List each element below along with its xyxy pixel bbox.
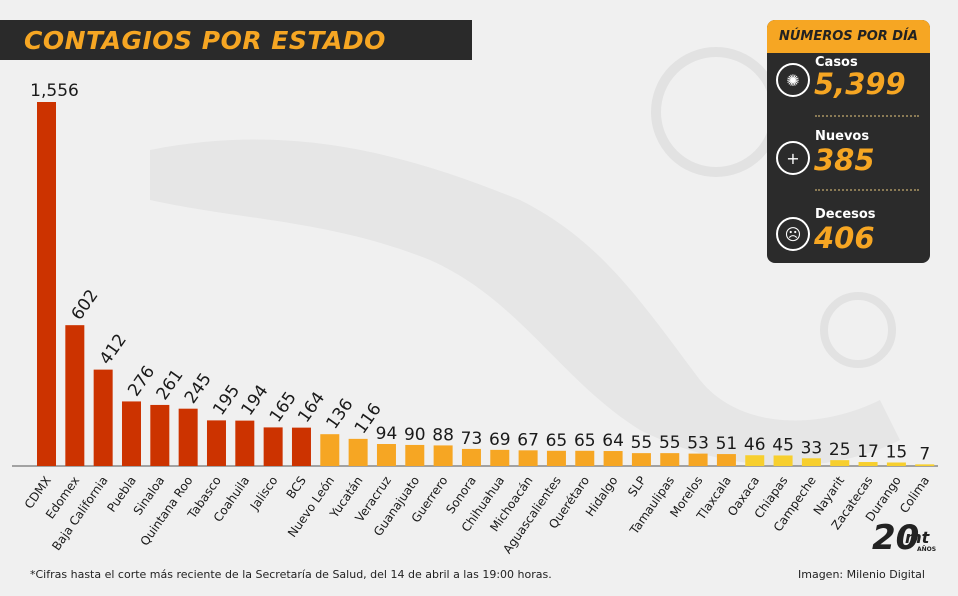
virus-watermark-icon [820, 292, 896, 368]
stat-value: 406 [814, 221, 875, 255]
bar-5 [178, 408, 198, 466]
bar-2 [93, 369, 113, 466]
footnote: *Cifras hasta el corte más reciente de l… [30, 568, 552, 581]
stat-decesos: ☹ Decesos 406 [767, 203, 930, 263]
data-label-29: 17 [857, 442, 879, 462]
data-label-21: 55 [631, 433, 653, 453]
logo-sub: AÑOS [917, 546, 937, 553]
data-label-28: 25 [829, 440, 851, 460]
divider [815, 115, 919, 117]
bar-24 [716, 454, 736, 466]
stat-label: Nuevos [815, 129, 870, 144]
bar-15 [461, 448, 481, 466]
bar-19 [575, 450, 595, 466]
plus-icon: + [776, 141, 810, 175]
virus-icon: ✺ [776, 63, 810, 97]
data-label-2: 412 [96, 330, 131, 368]
data-label-30: 15 [886, 442, 908, 462]
bar-9 [291, 427, 311, 466]
bar-3 [121, 401, 141, 466]
skull-icon: ☹ [776, 217, 810, 251]
bar-26 [773, 455, 793, 466]
logo-brand: mt [905, 528, 930, 547]
divider [815, 189, 919, 191]
bar-25 [745, 455, 765, 466]
stat-value: 385 [814, 143, 875, 177]
stat-label: Casos [815, 55, 858, 70]
bar-0 [37, 102, 56, 466]
category-label-21: SLP [625, 474, 649, 500]
bar-20 [603, 451, 623, 466]
bar-12 [376, 444, 396, 466]
data-label-18: 65 [546, 431, 568, 451]
category-label-9: BCS [284, 474, 309, 502]
bar-16 [490, 449, 510, 466]
bar-7 [235, 420, 255, 466]
data-label-22: 55 [659, 433, 681, 453]
bar-23 [688, 453, 708, 466]
stat-casos: ✺ Casos 5,399 [767, 53, 930, 123]
data-label-6: 195 [209, 381, 244, 419]
logo-number: 20 [872, 518, 920, 558]
data-label-24: 51 [716, 434, 738, 454]
bar-8 [263, 427, 283, 466]
data-label-27: 33 [801, 438, 823, 458]
milenio-20-logo: 20 mt AÑOS [872, 518, 936, 562]
bar-21 [631, 453, 651, 466]
bar-14 [433, 445, 453, 466]
data-label-26: 45 [772, 435, 794, 455]
data-label-1: 602 [68, 286, 103, 324]
data-label-12: 94 [376, 424, 398, 444]
bar-28 [830, 460, 850, 466]
data-label-0: 1,556 [30, 81, 79, 101]
bar-4 [150, 404, 170, 466]
chart-title: CONTAGIOS POR ESTADO [24, 26, 386, 55]
bar-13 [405, 444, 425, 466]
bar-31 [915, 464, 935, 466]
bar-22 [660, 453, 680, 466]
bar-10 [320, 434, 340, 466]
bar-27 [801, 458, 821, 466]
stats-header: NÚMEROS POR DÍA [767, 20, 930, 53]
data-label-23: 53 [687, 434, 709, 454]
image-credit: Imagen: Milenio Digital [798, 568, 925, 581]
data-label-19: 65 [574, 431, 596, 451]
stat-nuevos: + Nuevos 385 [767, 127, 930, 197]
data-label-14: 88 [432, 425, 454, 445]
stat-label: Decesos [815, 207, 876, 222]
category-label-8: Jalisco [247, 474, 281, 514]
data-label-15: 73 [461, 429, 483, 449]
data-label-25: 46 [744, 435, 766, 455]
stat-value: 5,399 [814, 67, 906, 101]
data-label-31: 7 [919, 444, 930, 464]
category-label-31: Colima [897, 474, 932, 516]
bar-18 [546, 450, 566, 466]
data-label-17: 67 [517, 430, 539, 450]
bar-1 [65, 325, 85, 466]
title-bar [0, 20, 472, 60]
bar-6 [206, 420, 226, 466]
data-label-3: 276 [124, 362, 159, 400]
bar-11 [348, 438, 368, 466]
data-label-13: 90 [404, 425, 426, 445]
bar-29 [858, 462, 878, 466]
bar-17 [518, 450, 538, 466]
stats-panel: NÚMEROS POR DÍA ✺ Casos 5,399 + Nuevos 3… [767, 20, 930, 263]
data-label-20: 64 [602, 431, 624, 451]
data-label-5: 245 [181, 369, 216, 407]
data-label-16: 69 [489, 430, 511, 450]
bar-30 [886, 462, 906, 466]
